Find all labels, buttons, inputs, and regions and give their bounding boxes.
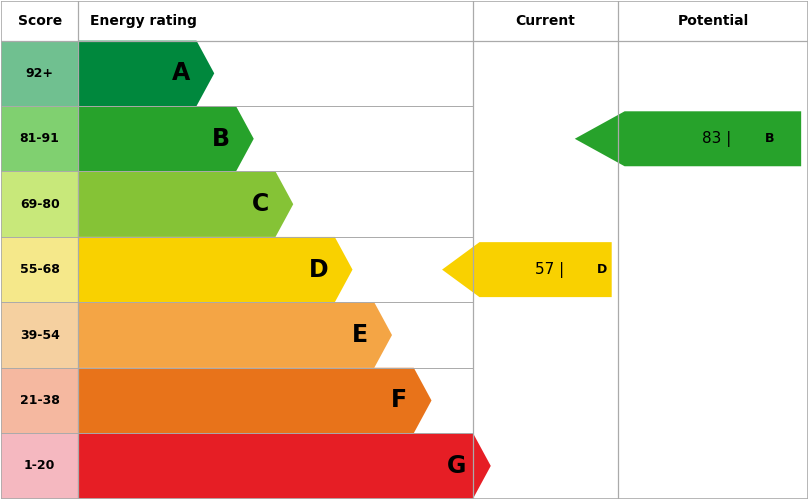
Text: B: B bbox=[765, 132, 774, 145]
Text: G: G bbox=[447, 454, 467, 478]
Text: 69-80: 69-80 bbox=[19, 198, 60, 210]
Text: 81-91: 81-91 bbox=[19, 132, 60, 145]
Bar bbox=[2, 302, 78, 368]
Text: D: D bbox=[597, 263, 607, 276]
Text: F: F bbox=[392, 388, 407, 412]
Text: 55-68: 55-68 bbox=[19, 263, 60, 276]
Bar bbox=[2, 368, 78, 433]
Text: 83 |: 83 | bbox=[702, 131, 731, 147]
Text: 21-38: 21-38 bbox=[19, 394, 60, 407]
Bar bbox=[2, 237, 78, 302]
Bar bbox=[2, 433, 78, 498]
Polygon shape bbox=[574, 112, 801, 166]
Text: 39-54: 39-54 bbox=[19, 328, 60, 342]
Text: 57 |: 57 | bbox=[535, 262, 564, 278]
Text: Energy rating: Energy rating bbox=[90, 14, 197, 28]
Bar bbox=[2, 172, 78, 237]
Text: 92+: 92+ bbox=[26, 67, 53, 80]
Polygon shape bbox=[78, 106, 254, 172]
Bar bbox=[2, 106, 78, 172]
Text: B: B bbox=[211, 127, 230, 151]
Polygon shape bbox=[78, 302, 392, 368]
Text: A: A bbox=[172, 62, 190, 86]
Text: Potential: Potential bbox=[677, 14, 748, 28]
Text: E: E bbox=[352, 323, 368, 347]
Text: 1-20: 1-20 bbox=[24, 460, 55, 472]
Polygon shape bbox=[78, 40, 214, 106]
Text: D: D bbox=[309, 258, 328, 281]
Polygon shape bbox=[78, 237, 353, 302]
Text: C: C bbox=[252, 192, 269, 216]
Text: Current: Current bbox=[515, 14, 575, 28]
Polygon shape bbox=[78, 368, 431, 433]
Text: Score: Score bbox=[18, 14, 61, 28]
Polygon shape bbox=[78, 433, 491, 498]
Polygon shape bbox=[78, 172, 293, 237]
Polygon shape bbox=[442, 242, 612, 297]
Bar bbox=[2, 40, 78, 106]
